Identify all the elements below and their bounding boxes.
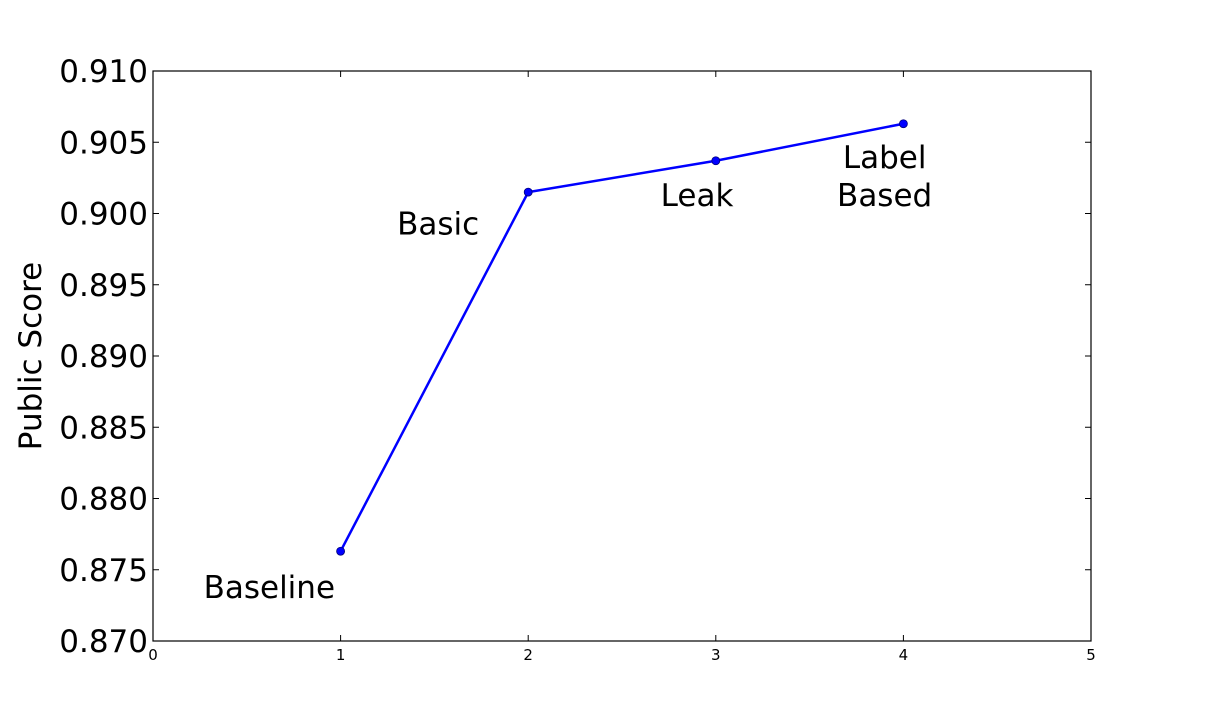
plot-area: 0.870 0.875 0.880 0.885 0.890 0.895 0.900 0.905… — [59, 54, 1096, 664]
x-tick-label: 3 — [711, 646, 721, 664]
annotation-label: Basic — [397, 206, 479, 242]
y-tick-label: 0.900 — [59, 197, 148, 233]
y-axis-label: Public Score — [13, 262, 49, 450]
y-tick-label: 0.905 — [59, 125, 148, 161]
data-point — [711, 156, 721, 166]
data-point — [523, 187, 533, 197]
y-tick-label: 0.875 — [59, 553, 148, 589]
x-tick-label: 1 — [336, 646, 346, 664]
data-point — [899, 119, 908, 129]
y-tick-label: 0.890 — [59, 339, 148, 375]
y-tick-label: 0.910 — [59, 54, 148, 90]
y-tick-label: 0.885 — [59, 410, 148, 446]
series-line — [339, 122, 904, 552]
annotation-label: Leak — [661, 178, 734, 214]
y-tick-label: 0.880 — [59, 482, 148, 518]
y-tick-label: 0.870 — [59, 624, 148, 660]
x-tick-label: 5 — [1086, 646, 1096, 664]
x-tick-label: 2 — [523, 646, 533, 664]
y-tick-label: 0.895 — [59, 268, 148, 304]
data-point — [336, 546, 346, 556]
annotation-label: Label — [843, 140, 927, 176]
annotation-label: Baseline — [204, 570, 335, 606]
x-tick-label: 0 — [148, 646, 158, 664]
x-tick-label: 4 — [899, 646, 909, 664]
axes-frame — [152, 70, 1092, 642]
annotation-label: Based — [837, 178, 932, 214]
